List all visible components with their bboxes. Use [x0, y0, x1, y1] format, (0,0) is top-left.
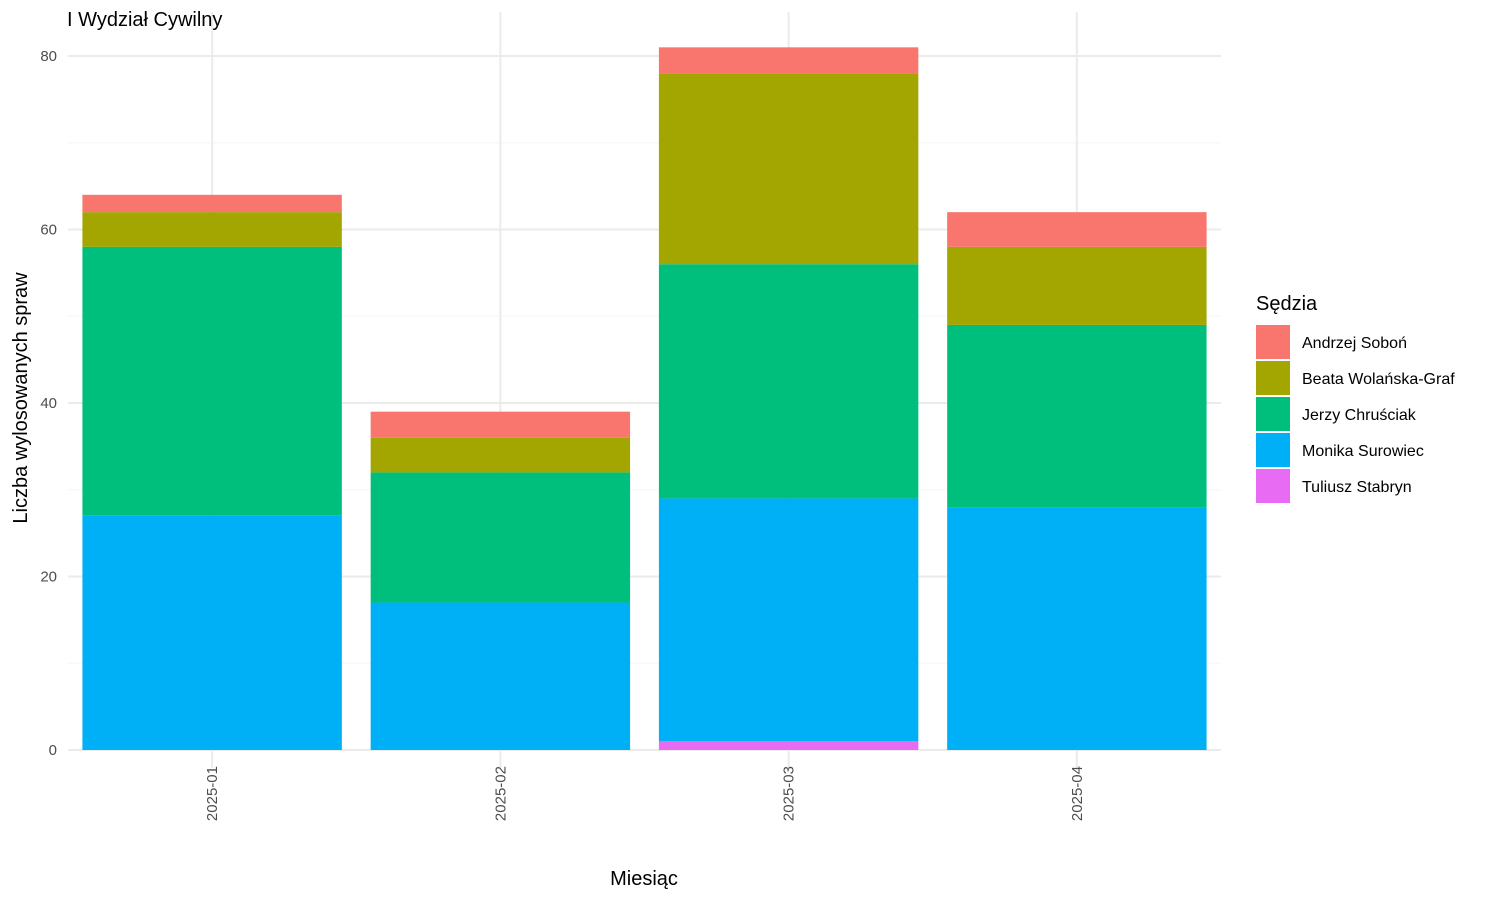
legend-key [1256, 397, 1290, 431]
y-tick-label: 80 [40, 48, 57, 65]
legend-label: Andrzej Soboń [1302, 335, 1407, 352]
x-axis-ticks: 2025-01 2025-02 2025-03 2025-04 [204, 766, 1086, 821]
bar-segment [370, 437, 631, 473]
bar-segment [370, 472, 631, 603]
legend: Sędzia Andrzej Soboń Beata Wolańska-Graf J… [1256, 293, 1455, 503]
bar-segment [658, 264, 919, 499]
bar-segment [947, 324, 1207, 508]
x-tick-label: 2025-04 [1069, 766, 1086, 821]
legend-key [1256, 361, 1290, 395]
legend-items: Andrzej Soboń Beata Wolańska-Graf Jerzy Ch… [1256, 325, 1455, 503]
chart-title: I Wydział Cywilny [67, 9, 222, 31]
bar-segment [370, 411, 631, 438]
y-tick-label: 20 [40, 569, 57, 586]
bar-segment [947, 246, 1207, 325]
y-tick-label: 0 [49, 742, 57, 759]
legend-label: Beata Wolańska-Graf [1302, 371, 1455, 388]
legend-key [1256, 433, 1290, 467]
bar-segment [82, 246, 342, 516]
bar-segment [82, 194, 342, 213]
bar-segment [658, 741, 919, 750]
bar-segment [947, 212, 1207, 247]
bars [82, 47, 1207, 750]
legend-label: Jerzy Chruściak [1302, 407, 1417, 424]
bar-segment [658, 47, 919, 74]
y-axis-ticks: 0 20 40 60 80 [40, 48, 57, 759]
legend-label: Tuliusz Stabryn [1302, 479, 1412, 496]
legend-key [1256, 469, 1290, 503]
y-tick-label: 40 [40, 395, 57, 412]
bar-segment [82, 515, 342, 750]
bar-segment [947, 507, 1207, 750]
legend-title: Sędzia [1256, 293, 1318, 315]
y-tick-label: 60 [40, 222, 57, 239]
y-axis-title: Liczba wylosowanych spraw [10, 272, 32, 524]
x-tick-label: 2025-02 [492, 766, 509, 821]
x-tick-label: 2025-01 [204, 766, 221, 821]
bar-segment [658, 498, 919, 742]
legend-label: Monika Surowiec [1302, 443, 1424, 460]
bar-segment [370, 602, 631, 750]
bar-segment [658, 73, 919, 265]
bar-segment [82, 212, 342, 247]
x-axis-title: Miesiąc [610, 868, 678, 890]
legend-key [1256, 325, 1290, 359]
x-tick-label: 2025-03 [781, 766, 798, 821]
